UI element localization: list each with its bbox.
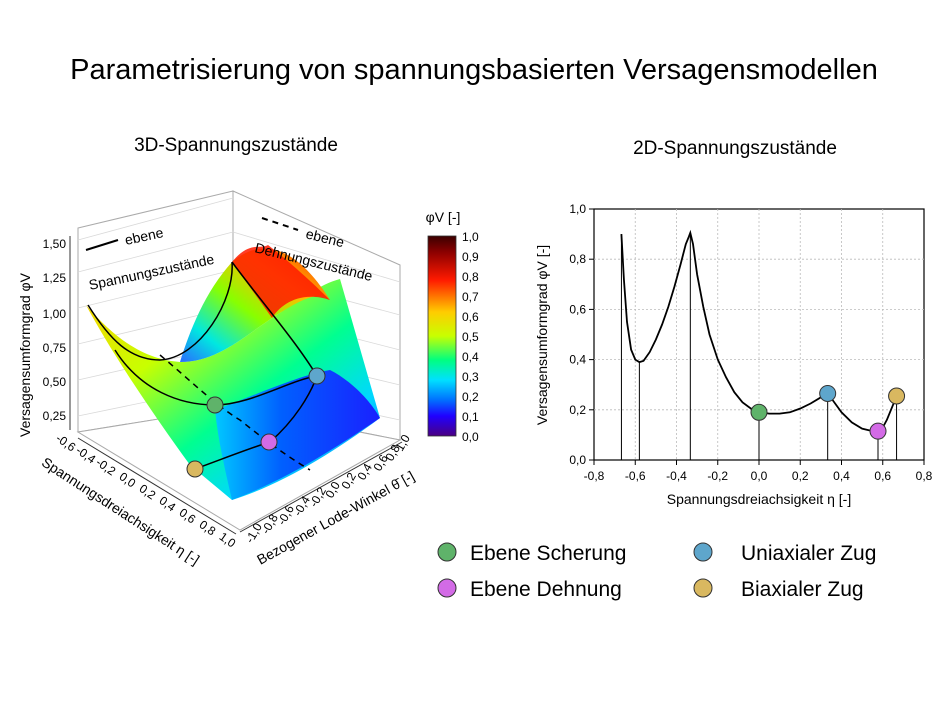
state-markers bbox=[750, 384, 906, 440]
surface-dashed-curve bbox=[159, 354, 311, 471]
y-axis-ticks: 0,0 0,2 0,4 0,6 0,8 1,0 bbox=[569, 202, 594, 467]
vertical-marker-lines bbox=[620, 232, 898, 460]
z-axis-label: Versagensumformgrad φV bbox=[17, 272, 33, 437]
right-2d-chart: 2D-Spannungszustände -0,8 -0,6 -0,4 -0,2 0,0… bbox=[534, 138, 933, 507]
y-tick-label: 0,2 bbox=[569, 403, 586, 417]
x-tick-label: 0,0 bbox=[751, 469, 768, 483]
colorbar-tick-label: 1,0 bbox=[462, 230, 479, 244]
eta-tick-label: 1,0 bbox=[217, 529, 239, 550]
eta-tick-label: 0,8 bbox=[197, 517, 219, 538]
colorbar-tick-label: 0,4 bbox=[462, 350, 479, 364]
failure-surface bbox=[86, 245, 380, 500]
legend-swatch-uniaxial bbox=[693, 542, 713, 562]
y-tick-label: 0,4 bbox=[569, 353, 586, 367]
z-tick-label: 1,50 bbox=[43, 237, 67, 251]
colorbar-tick-label: 0,2 bbox=[462, 390, 479, 404]
failure-curve bbox=[620, 229, 898, 432]
y-tick-label: 1,0 bbox=[569, 202, 586, 216]
x-axis-ticks: -0,8 -0,6 -0,4 -0,2 0,0 0,2 0,4 0,6 0,8 bbox=[584, 460, 933, 483]
state-marker bbox=[888, 387, 906, 405]
surface-marker-plane-strain bbox=[260, 433, 278, 451]
surface-marker-uniaxial bbox=[308, 367, 326, 385]
surface-marker-shear bbox=[206, 396, 224, 414]
x-tick-label: 0,2 bbox=[792, 469, 809, 483]
left-chart-subtitle: 3D-Spannungszustände bbox=[134, 135, 338, 156]
z-tick-label: 1,00 bbox=[43, 307, 67, 321]
x-axis-label: Spannungsdreiachsigkeit η [-] bbox=[667, 491, 851, 507]
x-tick-label: -0,6 bbox=[625, 469, 646, 483]
legend-label-plane-strain: Ebene Dehnung bbox=[470, 578, 622, 601]
legend-label-uniaxial: Uniaxialer Zug bbox=[741, 542, 876, 565]
x-tick-label: 0,8 bbox=[916, 469, 933, 483]
state-marker bbox=[750, 403, 768, 421]
x-tick-label: -0,2 bbox=[707, 469, 728, 483]
x-tick-label: 0,6 bbox=[874, 469, 891, 483]
y-tick-label: 0,6 bbox=[569, 302, 586, 316]
legend-swatch-shear bbox=[437, 542, 457, 562]
right-chart-title: 2D-Spannungszustände bbox=[633, 138, 837, 159]
state-marker bbox=[869, 422, 887, 440]
legend-label-biaxial: Biaxialer Zug bbox=[741, 578, 864, 601]
colorbar-title: φV [-] bbox=[426, 209, 461, 225]
surface-curve-1 bbox=[87, 261, 233, 361]
colorbar-tick-label: 0,6 bbox=[462, 310, 479, 324]
colorbar-tick-label: 0,9 bbox=[462, 250, 479, 264]
y-axis-label: Versagensumformgrad φV [-] bbox=[534, 245, 550, 425]
y-tick-label: 0,0 bbox=[569, 453, 586, 467]
z-tick-label: 0,75 bbox=[43, 341, 67, 355]
colorbar-gradient bbox=[427, 235, 457, 437]
annotation-solid-line1: ebene bbox=[123, 224, 165, 248]
x-tick-label: -0,4 bbox=[666, 469, 687, 483]
legend-swatch-biaxial bbox=[693, 578, 713, 598]
eta-tick-label: 0,6 bbox=[177, 505, 199, 526]
colorbar-tick-label: 0,0 bbox=[462, 430, 479, 444]
left-3d-chart: 3D-Spannungszustände bbox=[17, 135, 479, 568]
colorbar-tick-label: 0,1 bbox=[462, 410, 479, 424]
z-tick-label: 1,25 bbox=[43, 271, 67, 285]
colorbar-tick-label: 0,8 bbox=[462, 270, 479, 284]
legend: Ebene Scherung Uniaxialer Zug Ebene Dehn… bbox=[437, 542, 876, 601]
x-tick-label: -0,8 bbox=[584, 469, 605, 483]
colorbar-tick-label: 0,3 bbox=[462, 370, 479, 384]
page-title: Parametrisierung von spannungsbasierten … bbox=[70, 54, 878, 86]
eta-tick-label: -0,2 bbox=[93, 455, 118, 479]
z-tick-label: 0,25 bbox=[43, 409, 67, 423]
colorbar-tick-label: 0,5 bbox=[462, 330, 479, 344]
z-axis: 0,25 0,50 0,75 1,00 1,25 1,50 bbox=[43, 236, 71, 430]
colorbar-tick-label: 0,7 bbox=[462, 290, 479, 304]
legend-swatch-plane-strain bbox=[437, 578, 457, 598]
colorbar: φV [-] 1,0 0,9 0,8 0,7 0,6 0,5 0,4 0,3 0… bbox=[426, 209, 479, 444]
surface-blue-patch bbox=[215, 370, 380, 500]
y-tick-label: 0,8 bbox=[569, 252, 586, 266]
x-tick-label: 0,4 bbox=[833, 469, 850, 483]
state-marker bbox=[819, 384, 837, 402]
surface-red-ridge bbox=[232, 245, 330, 318]
surface-curve-4 bbox=[231, 261, 318, 377]
surface-marker-biaxial bbox=[186, 460, 204, 478]
legend-label-shear: Ebene Scherung bbox=[470, 542, 626, 565]
z-tick-label: 0,50 bbox=[43, 375, 67, 389]
